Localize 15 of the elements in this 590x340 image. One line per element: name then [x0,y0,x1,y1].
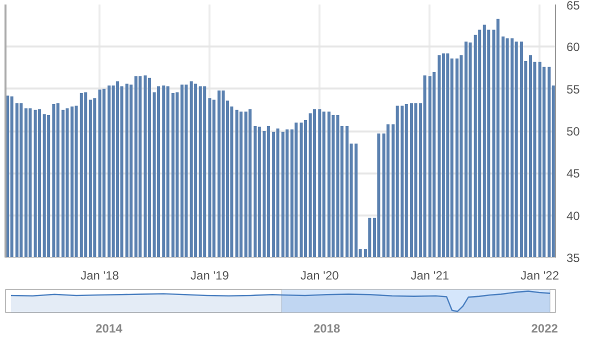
y-tick-label: 65 [566,0,580,12]
x-tick-label: Jan '22 [520,268,560,282]
x-tick-label: 2014 [96,322,123,336]
y-tick-label: 35 [566,251,580,265]
x-tick-label: Jan '20 [300,268,340,282]
x-tick-label: 2022 [531,322,558,336]
y-tick-label: 60 [566,40,580,54]
y-tick-label: 45 [566,166,580,181]
y-tick-label: 55 [566,82,580,96]
x-tick-label: Jan '18 [80,268,120,282]
x-tick-label: Jan '19 [190,268,230,282]
y-tick-label: 50 [566,124,580,138]
y-tick-label: 40 [566,208,580,223]
x-tick-label: 2018 [313,322,340,336]
x-tick-label: Jan '21 [410,268,450,282]
